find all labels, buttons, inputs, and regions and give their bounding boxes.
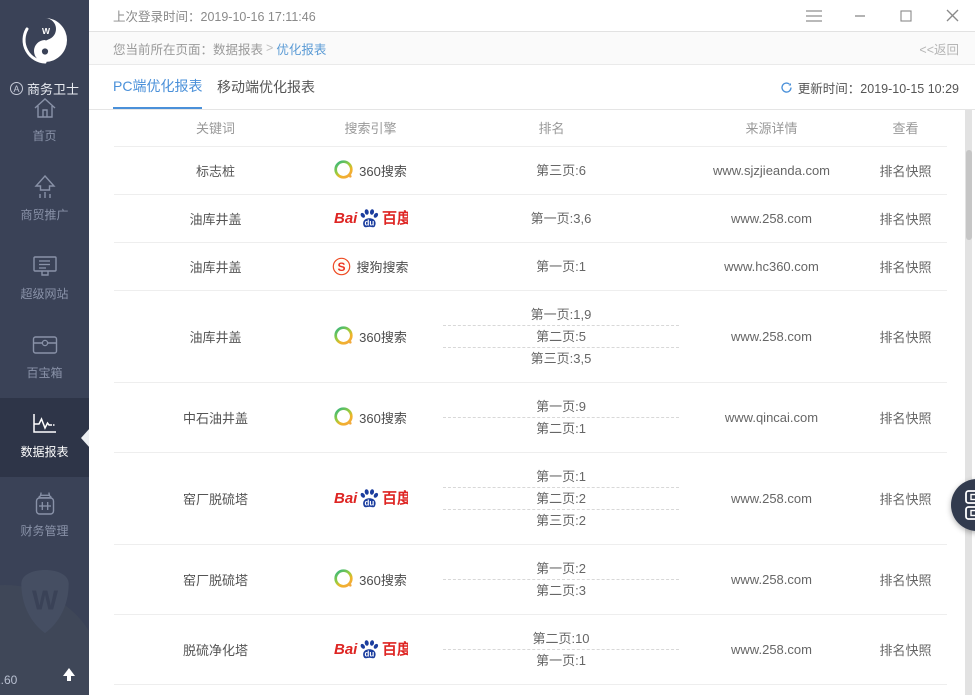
svg-text:du: du <box>364 649 374 658</box>
svg-text:Bai: Bai <box>334 490 358 507</box>
svg-text:W: W <box>31 584 58 615</box>
svg-text:Bai: Bai <box>334 210 358 227</box>
svg-text:W: W <box>41 26 50 36</box>
svg-text:百度: 百度 <box>382 640 408 658</box>
svg-text:du: du <box>364 498 374 507</box>
svg-text:du: du <box>364 218 374 227</box>
svg-text:Bai: Bai <box>334 641 358 658</box>
svg-text:百度: 百度 <box>382 489 408 507</box>
svg-text:百度: 百度 <box>382 209 408 227</box>
svg-text:S: S <box>338 260 346 274</box>
